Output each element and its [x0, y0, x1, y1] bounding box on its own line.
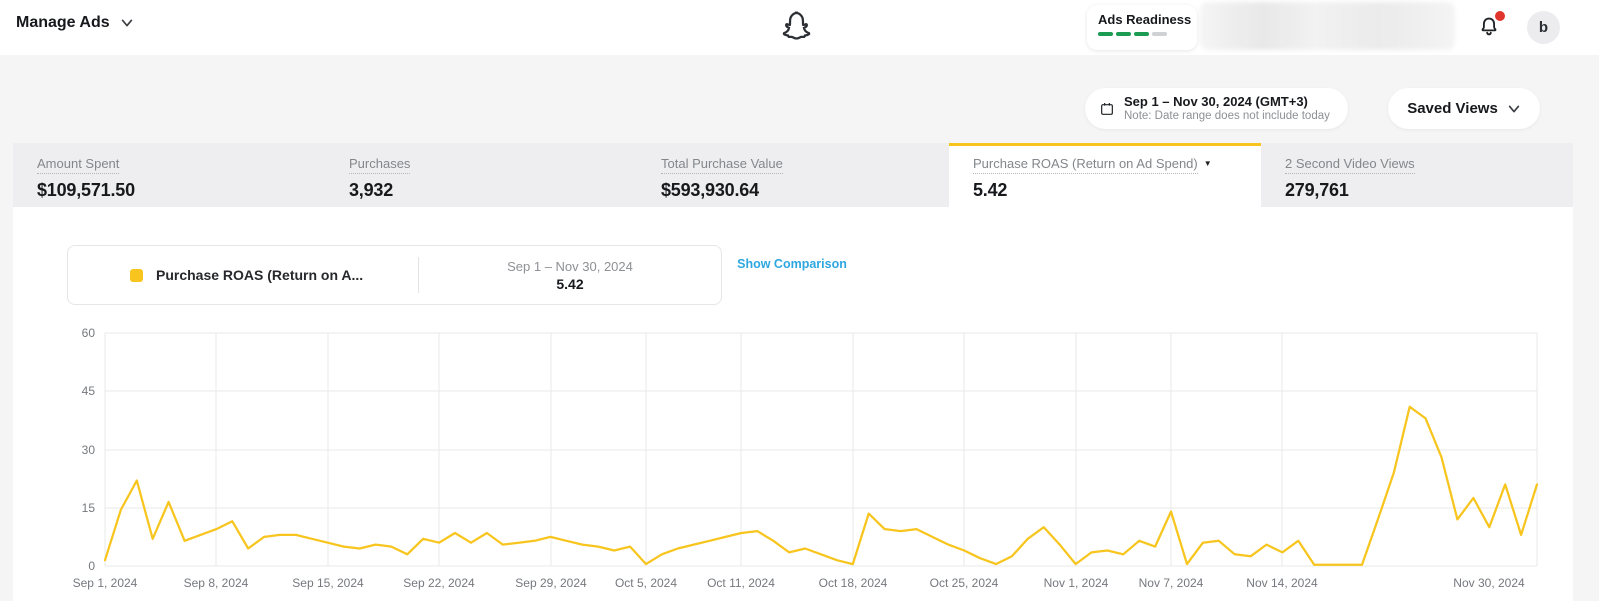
legend-card[interactable]: Purchase ROAS (Return on A... Sep 1 – No… — [67, 245, 722, 305]
show-comparison-link[interactable]: Show Comparison — [737, 257, 847, 271]
x-axis-tick-label: Oct 11, 2024 — [707, 576, 775, 590]
x-axis-tick-label: Nov 14, 2024 — [1246, 576, 1318, 590]
y-axis-tick-label: 15 — [81, 501, 95, 515]
x-axis-tick-label: Sep 15, 2024 — [292, 576, 364, 590]
top-bar: Manage Ads Ads Readiness b — [0, 0, 1599, 55]
series-label: Purchase ROAS (Return on A... — [156, 267, 364, 283]
roas-series-line — [103, 405, 1539, 566]
metric-label: Amount Spent — [37, 156, 120, 174]
metric-label: 2 Second Video Views — [1285, 156, 1415, 174]
series-color-swatch — [130, 268, 143, 282]
metric-tabs: Amount Spent $109,571.50 Purchases 3,932 Tot… — [13, 143, 1573, 207]
metric-label: Total Purchase Value — [661, 156, 783, 174]
metric-dropdown-caret-icon[interactable]: ▼ — [1203, 159, 1212, 168]
metric-value: 5.42 — [973, 180, 1008, 200]
metric-value: $109,571.50 — [37, 180, 135, 200]
ads-readiness-segment — [1134, 32, 1149, 36]
avatar[interactable]: b — [1527, 11, 1560, 44]
x-axis-tick-label: Nov 7, 2024 — [1138, 576, 1204, 590]
ads-readiness-segment — [1116, 32, 1131, 36]
legend-date-range: Sep 1 – Nov 30, 2024 — [507, 258, 633, 274]
date-range-text: Sep 1 – Nov 30, 2024 (GMT+3) — [1124, 94, 1308, 109]
redacted-account-info — [1200, 2, 1455, 50]
ads-readiness-segment — [1098, 32, 1113, 36]
legend-total-value: 5.42 — [556, 275, 584, 292]
y-axis-tick-label: 60 — [81, 326, 95, 340]
roas-line-chart[interactable]: 0 15 30 45 60 Sep 1, 2024 Sep 8, 2024 Sep 15, 2… — [73, 326, 1539, 590]
ads-readiness-widget[interactable]: Ads Readiness — [1087, 5, 1197, 50]
x-axis-tick-label: Sep 29, 2024 — [515, 576, 587, 590]
calendar-icon — [1101, 102, 1113, 115]
x-axis-tick-label: Sep 22, 2024 — [403, 576, 475, 590]
chart-canvas — [103, 332, 1539, 567]
notification-dot — [1495, 11, 1505, 21]
saved-views-label: Saved Views — [1407, 100, 1498, 117]
metric-tab-4[interactable]: 2 Second Video Views 279,761 — [1261, 143, 1573, 207]
metric-label: Purchases — [349, 156, 411, 174]
x-axis-tick-label: Oct 5, 2024 — [614, 576, 678, 590]
avatar-initial: b — [1538, 19, 1549, 36]
manage-ads-menu[interactable]: Manage Ads — [16, 14, 134, 32]
saved-views-button[interactable]: Saved Views — [1388, 88, 1540, 129]
metric-tab-0[interactable]: Amount Spent $109,571.50 — [13, 143, 325, 207]
x-axis-tick-label: Sep 1, 2024 — [72, 576, 138, 590]
ads-readiness-progress — [1098, 32, 1186, 36]
metric-tab-1[interactable]: Purchases 3,932 — [325, 143, 637, 207]
y-axis-tick-label: 30 — [81, 443, 95, 457]
ads-readiness-segment — [1152, 32, 1167, 36]
metric-tab-2[interactable]: Total Purchase Value $593,930.64 — [637, 143, 949, 207]
x-axis-tick-label: Nov 1, 2024 — [1043, 576, 1109, 590]
date-range-picker[interactable]: Sep 1 – Nov 30, 2024 (GMT+3) Note: Date … — [1085, 88, 1348, 129]
metric-value: 3,932 — [349, 180, 394, 200]
x-axis-tick-label: Oct 25, 2024 — [929, 576, 999, 590]
x-axis-tick-label: Oct 18, 2024 — [818, 576, 888, 590]
chevron-down-icon — [1508, 105, 1520, 112]
chart-card: Purchase ROAS (Return on A... Sep 1 – No… — [13, 207, 1573, 601]
metric-label: Purchase ROAS (Return on Ad Spend) — [973, 156, 1198, 174]
manage-ads-label: Manage Ads — [16, 14, 110, 31]
x-axis-tick-label: Nov 30, 2024 — [1453, 576, 1525, 590]
chevron-down-icon — [121, 19, 132, 27]
metric-tab-3[interactable]: Purchase ROAS (Return on Ad Spend) ▼ 5.42 — [949, 143, 1261, 207]
metric-value: 279,761 — [1285, 180, 1349, 200]
y-axis-tick-label: 0 — [88, 559, 95, 573]
bell-icon — [1481, 17, 1497, 35]
y-axis-tick-label: 45 — [81, 384, 95, 398]
snapchat-logo-icon[interactable] — [780, 9, 816, 45]
x-axis-tick-label: Sep 8, 2024 — [183, 576, 249, 590]
metric-value: $593,930.64 — [661, 180, 759, 200]
legend-range-block: Sep 1 – Nov 30, 2024 5.42 — [419, 258, 721, 293]
notifications-button[interactable] — [1472, 11, 1506, 45]
ads-readiness-label: Ads Readiness — [1098, 12, 1192, 27]
legend-divider — [418, 257, 419, 293]
date-range-note: Note: Date range does not include today — [1124, 110, 1330, 122]
